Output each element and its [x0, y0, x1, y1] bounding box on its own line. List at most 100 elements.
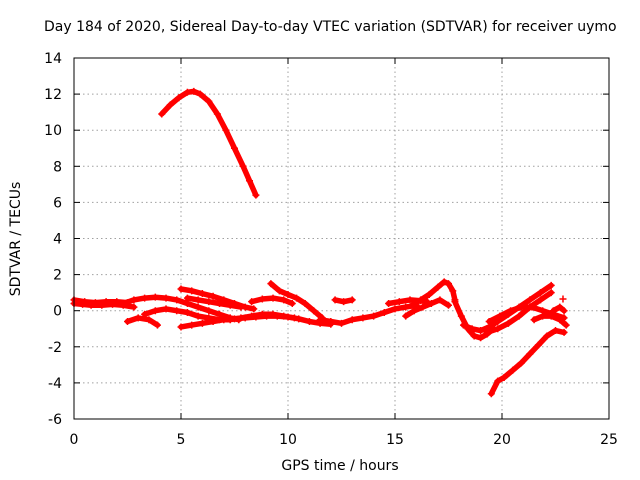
data-point-marker: [556, 316, 564, 324]
data-point-marker: [470, 332, 478, 340]
data-point-marker: [449, 287, 457, 295]
data-point-marker: [410, 307, 418, 315]
x-tick-label: 10: [279, 432, 297, 448]
data-point-marker: [250, 305, 258, 313]
axes: 0 5 10 15 20 25 -6 -4 -2 0 2 4 6 8 10 12 14: [44, 51, 618, 448]
data-point-marker: [273, 312, 281, 320]
data-point-marker: [231, 315, 238, 323]
data-point-marker: [113, 298, 121, 306]
data-point-marker: [526, 350, 534, 358]
grid-lines: [74, 58, 609, 419]
data-point-marker: [209, 292, 217, 300]
data-point-marker: [425, 290, 433, 298]
data-point-marker: [380, 309, 388, 317]
data-point-marker: [427, 299, 435, 307]
data-point-marker: [348, 296, 356, 304]
data-point-marker: [494, 325, 502, 333]
data-point-marker: [162, 305, 170, 313]
data-point-marker: [177, 323, 185, 331]
data-point-marker: [130, 303, 138, 311]
y-tick-label: 2: [53, 268, 62, 284]
data-point-marker: [457, 312, 465, 320]
data-point-marker: [507, 307, 515, 315]
data-point-marker: [359, 314, 367, 322]
data-point-marker: [445, 280, 452, 288]
data-point-marker: [316, 316, 324, 324]
data-point-marker: [391, 305, 399, 313]
data-point-marker: [485, 318, 493, 326]
data-point-marker: [284, 290, 292, 298]
data-point-marker: [269, 294, 277, 302]
series-arc-18: [460, 282, 554, 334]
data-point-marker: [205, 307, 213, 315]
data-point-marker: [194, 312, 202, 320]
data-point-marker: [237, 303, 245, 311]
data-point-marker: [173, 307, 181, 315]
data-point-marker: [534, 341, 542, 349]
data-point-marker: [173, 296, 181, 304]
data-point-marker: [556, 303, 564, 311]
x-tick-label: 0: [70, 432, 79, 448]
data-point-marker: [220, 316, 228, 324]
data-point-marker: [406, 296, 414, 304]
series-arc-16: [402, 297, 452, 319]
plot-frame: [73, 57, 610, 420]
data-point-marker: [198, 290, 206, 298]
data-point-marker: [134, 314, 142, 322]
data-point-marker: [124, 318, 131, 326]
data-point-marker: [445, 301, 452, 309]
data-point-marker: [547, 289, 555, 297]
chart-title: Day 184 of 2020, Sidereal Day-to-day VTE…: [44, 19, 617, 35]
data-point-marker: [331, 296, 339, 304]
data-point-marker: [263, 312, 271, 320]
data-point-marker: [183, 309, 191, 317]
y-tick-label: -6: [48, 412, 62, 428]
data-point-marker: [141, 310, 149, 318]
data-point-marker: [494, 377, 502, 385]
data-point-marker: [145, 316, 153, 324]
data-point-marker: [301, 299, 309, 307]
data-point-marker: [515, 312, 523, 320]
y-tick-label: 0: [53, 304, 62, 320]
x-tick-label: 20: [493, 432, 511, 448]
data-point-marker: [408, 301, 416, 309]
data-point-marker: [241, 314, 249, 322]
data-point-marker: [258, 295, 266, 303]
x-axis-label: GPS time / hours: [281, 458, 398, 474]
data-point-marker: [338, 319, 345, 327]
data-point-marker: [81, 298, 89, 306]
series-arc-10: [248, 295, 296, 307]
y-tick-label: -4: [48, 376, 62, 392]
data-point-marker: [496, 312, 504, 320]
data-point-marker: [166, 101, 174, 109]
data-point-marker: [130, 296, 138, 304]
data-point-marker: [239, 162, 247, 170]
y-tick-label: 14: [44, 51, 62, 67]
y-tick-label: 8: [53, 159, 62, 175]
data-point-marker: [275, 287, 283, 295]
data-point-marker: [288, 299, 296, 307]
series-arc-1: [158, 88, 259, 198]
data-point-marker: [158, 110, 166, 118]
data-point-marker: [213, 110, 221, 118]
data-point-marker: [222, 126, 230, 134]
data-point-marker: [280, 296, 288, 304]
data-point-marker: [451, 298, 459, 306]
series-arc-12: [317, 302, 420, 327]
data-point-marker: [537, 289, 545, 297]
data-point-marker: [205, 298, 213, 306]
data-point-marker: [305, 318, 313, 326]
data-point-marker: [267, 280, 275, 288]
data-point-marker: [183, 294, 191, 302]
data-point-marker: [293, 294, 301, 302]
y-tick-label: 12: [44, 87, 62, 103]
data-point-marker: [190, 87, 198, 95]
data-point-marker: [119, 299, 127, 307]
data-point-marker: [370, 312, 378, 320]
data-point-marker: [153, 321, 161, 329]
data-point-marker: [348, 316, 356, 324]
data-point-marker: [477, 327, 485, 335]
data-point-marker: [216, 299, 224, 307]
data-point-marker: [459, 321, 467, 329]
